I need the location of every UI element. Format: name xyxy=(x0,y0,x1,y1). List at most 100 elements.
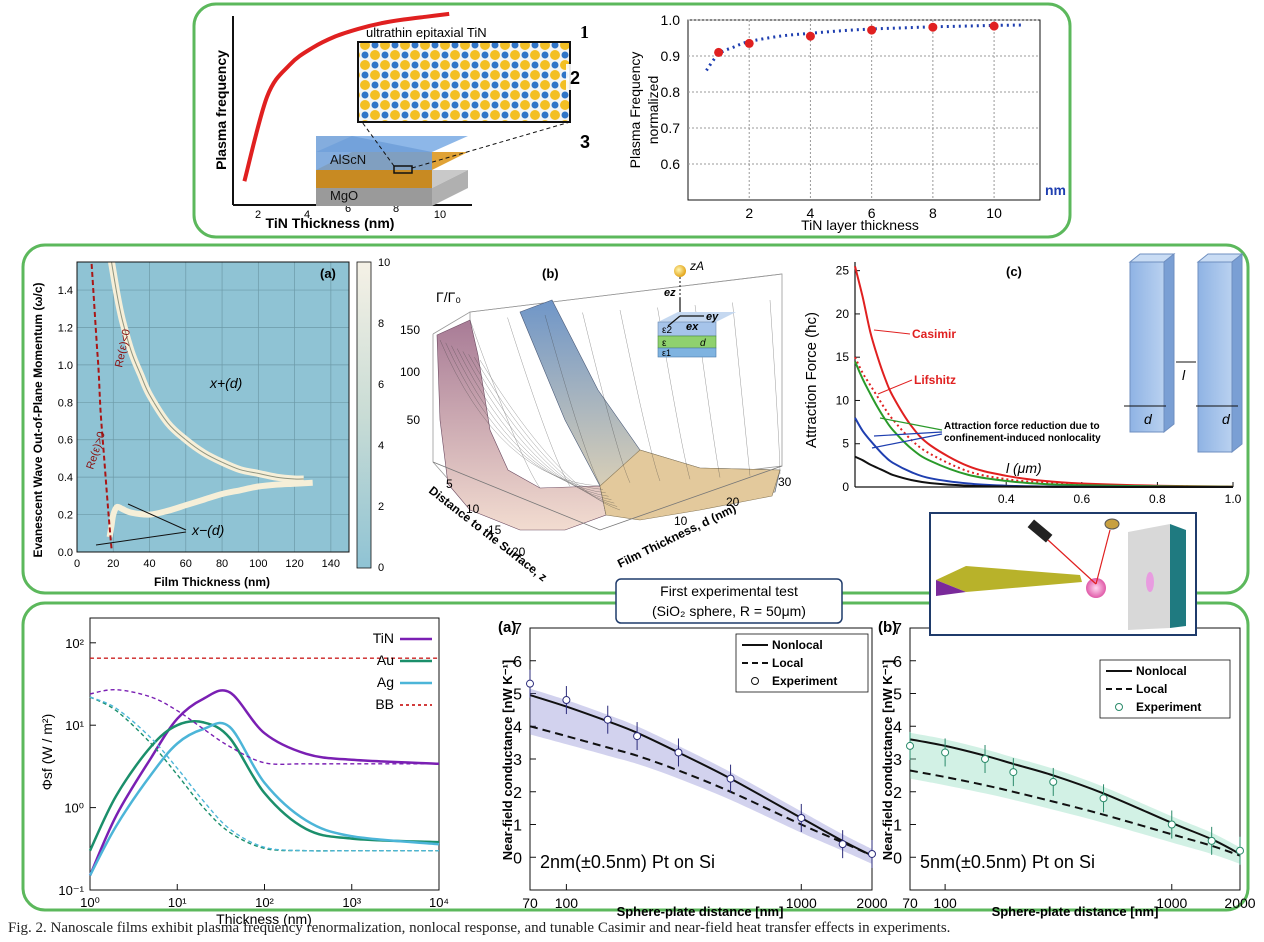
legend-ag: Ag xyxy=(377,674,394,690)
exp-data-point xyxy=(868,849,876,858)
flux-xlabel: Thickness (nm) xyxy=(216,911,312,927)
force-xlabel: l (μm) xyxy=(1006,460,1042,476)
force-ytick: 20 xyxy=(836,307,850,321)
tr-ytick: 0.8 xyxy=(661,84,681,100)
force-ytick: 5 xyxy=(842,437,849,451)
surface-mesh-line xyxy=(462,351,612,500)
surface-mesh-line xyxy=(769,299,781,475)
tr-xtick: 8 xyxy=(929,205,937,221)
flux-xtick: 10⁴ xyxy=(429,895,449,910)
flux-line-ag xyxy=(88,721,440,877)
flux-ytick: 10⁻¹ xyxy=(58,883,84,898)
experiment-setup-inset xyxy=(929,512,1197,636)
force-line-casimir xyxy=(854,266,1234,488)
map-xtick: 140 xyxy=(322,558,340,570)
expa-panel: (a) xyxy=(498,619,516,636)
exp-data-point xyxy=(941,748,950,757)
map-ytick: 0.4 xyxy=(58,472,73,484)
plate-thick-d2: d xyxy=(1222,411,1231,427)
tr-xtick: 10 xyxy=(986,205,1002,221)
map-panel-label: (a) xyxy=(320,266,336,281)
exp-data-point xyxy=(838,840,847,849)
surface-mesh-line xyxy=(468,354,615,504)
map-xtick: 120 xyxy=(285,558,303,570)
exp-data-point xyxy=(797,813,806,822)
tr-ytick: 0.6 xyxy=(661,156,681,172)
exp-title-line1: First experimental test xyxy=(660,583,798,599)
pf-xlabel: TiN Thickness (nm) xyxy=(266,215,395,231)
cantilever xyxy=(936,566,1082,592)
map-xtick: 0 xyxy=(74,558,80,570)
tr-ylabel-2: normalized xyxy=(645,76,661,144)
surface-mesh-line xyxy=(479,359,621,511)
tr-data-point xyxy=(744,38,754,48)
exp-ytick: 5 xyxy=(893,687,902,704)
exp-data-point xyxy=(1236,846,1244,855)
flux-line-tin-dashed xyxy=(89,688,439,765)
surface-mesh-line xyxy=(469,319,541,489)
inset-eps: ε xyxy=(662,338,667,349)
pf-tick-10: 10 xyxy=(434,209,446,221)
exp-ytick: 0 xyxy=(893,850,902,867)
force-note-1: Attraction force reduction due to xyxy=(944,421,1100,432)
expa-legend-local: Local xyxy=(772,656,803,670)
cb-2: 2 xyxy=(378,501,384,513)
top-panel-frame xyxy=(192,2,1072,239)
map-xtick: 60 xyxy=(180,558,192,570)
experiment-b-chart: 0 1 2 3 4 5 6 7 70 100 1000 2000 (b) 5nm(±0.5nm) Pt… xyxy=(878,619,1256,919)
pf-ylabel: Plasma frequency xyxy=(213,50,229,170)
exp-xtick: 70 xyxy=(522,895,538,911)
atomic-lattice-inset xyxy=(357,41,571,123)
map-ytick: 1.0 xyxy=(58,360,73,372)
tr-xlabel: TiN layer thickness xyxy=(801,217,919,233)
expb-legend-nonlocal: Nonlocal xyxy=(1136,664,1187,678)
y-tick-10: 10 xyxy=(466,502,480,516)
casimir-label: Casimir xyxy=(912,327,956,341)
map-curve-plus: x+(d) xyxy=(209,375,242,391)
laser-head xyxy=(1027,519,1053,543)
expb-legend-local: Local xyxy=(1136,682,1167,696)
exp-xtick: 100 xyxy=(555,895,579,911)
exp-data-point xyxy=(674,748,683,757)
surface-mesh-line xyxy=(474,357,618,507)
flux-ylabel: Φsf (W / m²) xyxy=(39,714,55,790)
inset-eps1-layer xyxy=(657,347,717,358)
flux-ytick: 10² xyxy=(65,636,84,651)
map-xtick: 80 xyxy=(216,558,228,570)
surface-mesh-line xyxy=(619,309,661,482)
flux-legend: TiN Au Ag BB xyxy=(373,630,432,712)
layer-label-3: 3 xyxy=(580,132,590,152)
tr-data-point xyxy=(805,31,815,41)
inset-eps1: ε1 xyxy=(662,348,671,358)
inset-title: ultrathin epitaxial TiN xyxy=(366,25,487,40)
force-ytick: 25 xyxy=(836,264,850,278)
exp-xtick: 1000 xyxy=(786,895,817,911)
normalized-plasma-chart: 2 4 6 8 10 0.6 0.7 0.8 0.9 1.0 Plasma Frequency n… xyxy=(627,12,1066,233)
inset-d: d xyxy=(700,338,706,349)
surface-mesh-line xyxy=(544,314,601,485)
flux-line-au xyxy=(88,720,440,852)
map-xtick: 40 xyxy=(143,558,155,570)
tr-xtick: 2 xyxy=(745,205,753,221)
map-ytick: 0.6 xyxy=(58,435,73,447)
emitter-atom xyxy=(674,265,686,277)
surface-zlabel: Γ/Γ₀ xyxy=(436,289,461,305)
exp-data-point xyxy=(726,774,735,783)
x-tick-10: 10 xyxy=(674,514,688,528)
exp-ytick: 2 xyxy=(513,785,522,802)
surface-plateau xyxy=(599,449,781,521)
legend-au: Au xyxy=(377,652,394,668)
exp-ytick: 7 xyxy=(893,621,902,638)
legend-bb: BB xyxy=(375,696,394,712)
flux-xtick: 10⁰ xyxy=(80,895,100,910)
cb-4: 4 xyxy=(378,440,384,452)
exp-data-point xyxy=(1009,768,1018,777)
legend-tin: TiN xyxy=(373,630,394,646)
exp-uncertainty-band xyxy=(910,732,1240,864)
attraction-force-chart: 0 5 10 15 20 25 0.4 0.6 0.8 1.0 (c) Attraction Fo… xyxy=(803,252,1244,506)
tr-unit: nm xyxy=(1045,182,1066,198)
surface-mesh-line xyxy=(732,302,751,476)
surface-mesh-line xyxy=(456,348,609,497)
pf-tick-6: 6 xyxy=(345,203,351,215)
